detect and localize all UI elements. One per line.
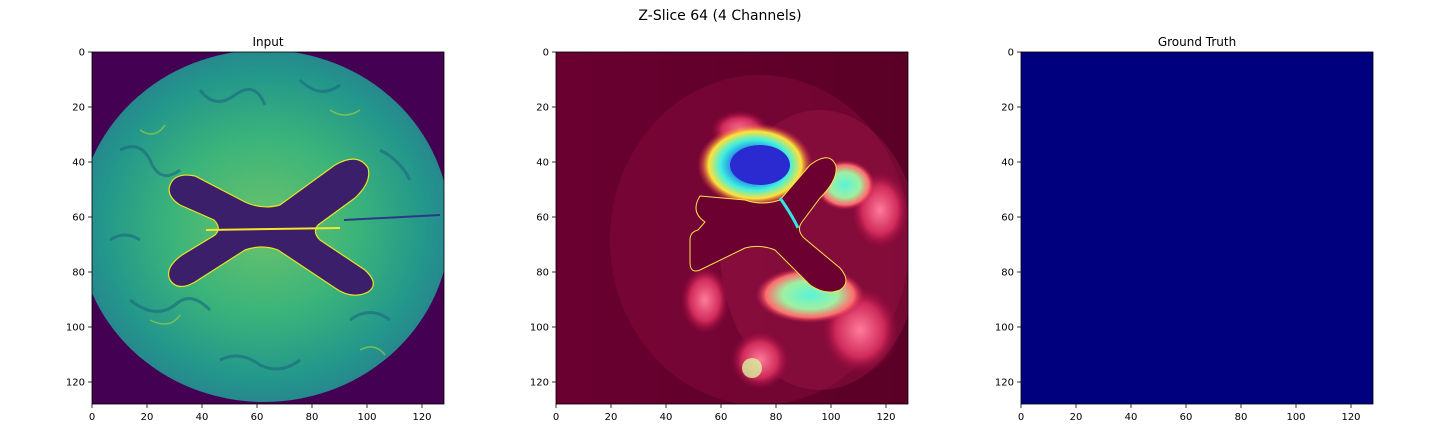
y-tick-label: 120 xyxy=(530,378,549,389)
x-tick-label: 20 xyxy=(1070,412,1083,423)
y-tick-label: 20 xyxy=(1001,103,1014,114)
y-tick-label: 0 xyxy=(79,48,85,59)
x-tick-label: 120 xyxy=(412,412,431,423)
prediction-ventricles xyxy=(689,157,847,293)
x-tick-label: 60 xyxy=(715,412,728,423)
y-tick-label: 100 xyxy=(995,323,1014,334)
x-tick-label: 100 xyxy=(357,412,376,423)
y-tick-label: 80 xyxy=(1001,268,1014,279)
prediction-image xyxy=(556,52,908,404)
x-tick-label: 80 xyxy=(306,412,319,423)
y-tick-label: 80 xyxy=(536,268,549,279)
x-tick-label: 0 xyxy=(1018,412,1024,423)
panel-prediction xyxy=(555,51,909,405)
axis-ticks: 0 20 40 60 80 100 120 0 20 40 60 80 100 120 0 20 40 60 80 1… xyxy=(66,48,1361,424)
input-ventricles xyxy=(167,158,374,296)
y-tick-label: 0 xyxy=(1008,48,1014,59)
x-tick-label: 60 xyxy=(251,412,264,423)
y-tick-label: 40 xyxy=(1001,158,1014,169)
y-tick-label: 20 xyxy=(72,103,85,114)
y-tick-label: 100 xyxy=(530,323,549,334)
y-tick-label: 60 xyxy=(72,213,85,224)
panel-input-title: Input xyxy=(252,35,283,49)
y-tick-label: 60 xyxy=(536,213,549,224)
x-tick-label: 0 xyxy=(553,412,559,423)
input-image xyxy=(92,52,444,404)
x-tick-label: 60 xyxy=(1180,412,1193,423)
y-tick-label: 120 xyxy=(995,378,1014,389)
x-tick-label: 40 xyxy=(1125,412,1138,423)
x-tick-label: 20 xyxy=(141,412,154,423)
x-tick-label: 80 xyxy=(770,412,783,423)
y-tick-label: 40 xyxy=(536,158,549,169)
x-tick-label: 80 xyxy=(1235,412,1248,423)
y-tick-label: 100 xyxy=(66,323,85,334)
panel-ground-truth: Ground Truth xyxy=(1020,35,1374,405)
x-tick-label: 40 xyxy=(660,412,673,423)
panel-ground-truth-title: Ground Truth xyxy=(1158,35,1236,49)
x-tick-label: 120 xyxy=(1341,412,1360,423)
x-tick-label: 40 xyxy=(196,412,209,423)
y-tick-label: 60 xyxy=(1001,213,1014,224)
y-tick-label: 40 xyxy=(72,158,85,169)
figure-suptitle: Z-Slice 64 (4 Channels) xyxy=(638,8,801,24)
panel-input: Input xyxy=(91,35,445,405)
y-tick-label: 80 xyxy=(72,268,85,279)
x-tick-label: 120 xyxy=(876,412,895,423)
x-tick-label: 100 xyxy=(821,412,840,423)
y-tick-label: 0 xyxy=(543,48,549,59)
x-tick-label: 20 xyxy=(605,412,618,423)
ground-truth-image xyxy=(1020,51,1374,405)
x-tick-label: 0 xyxy=(89,412,95,423)
x-tick-label: 100 xyxy=(1286,412,1305,423)
y-tick-label: 120 xyxy=(66,378,85,389)
y-tick-label: 20 xyxy=(536,103,549,114)
